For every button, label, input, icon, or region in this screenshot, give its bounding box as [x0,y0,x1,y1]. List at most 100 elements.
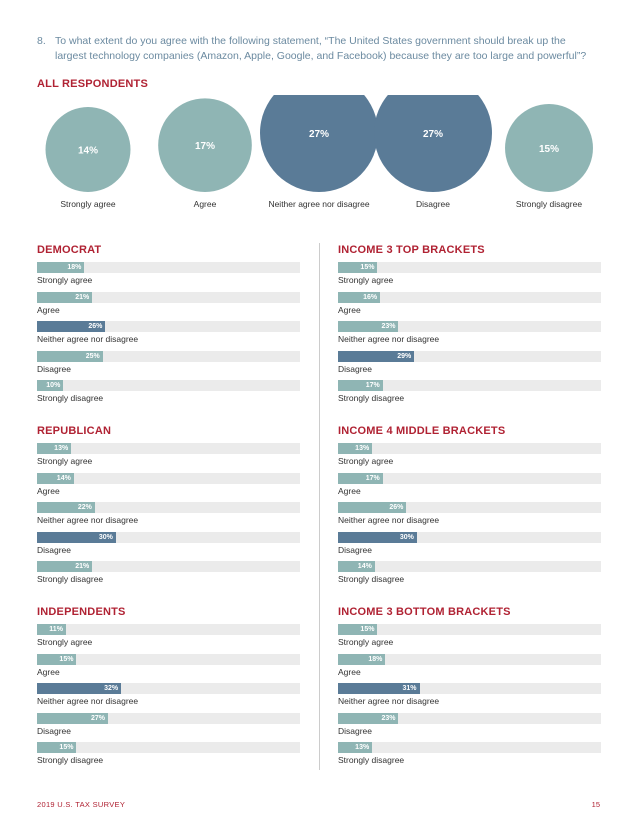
bubble-category-label: Neither agree nor disagree [268,199,369,209]
section-title: INCOME 3 BOTTOM BRACKETS [338,606,511,618]
bar: 14% [338,561,375,572]
section-title: INDEPENDENTS [37,606,126,618]
bar-track: 25% [37,350,300,362]
bubble-value-label: 14% [78,146,98,157]
bubble-category-label: Strongly agree [60,199,116,209]
bar-value-label: 15% [59,655,74,663]
bar-value-label: 15% [360,264,375,271]
bar-track: 14% [338,561,601,572]
bar-value-label: 18% [368,655,383,663]
bar: 22% [37,502,95,513]
bar-row: 26% Neither agree nor disagree [338,498,602,528]
bar: 23% [338,712,399,724]
bar-value-label: 30% [98,533,113,541]
bar-value-label: 31% [402,685,417,692]
bar-track: 26% [338,502,601,513]
bar-value-label: 14% [357,563,372,570]
bar: 29% [338,350,415,362]
bar-row: 32% Neither agree nor disagree [37,679,301,709]
bar-category-label: Neither agree nor disagree [37,334,139,344]
all-respondents-title: ALL RESPONDENTS [37,78,148,90]
bar: 17% [338,472,383,484]
bar: 16% [338,291,381,303]
bar-row: 30% Disagree [37,528,301,558]
question-number: 8. [37,35,46,47]
bar: 18% [37,262,85,273]
bar-value-label: 30% [399,533,414,541]
bar-category-label: Strongly disagree [37,574,104,584]
bar-track: 23% [338,321,601,332]
bar-row: 25% Disagree [37,347,301,377]
bar-value-label: 15% [360,626,375,633]
bar-track: 22% [37,502,300,513]
bar-row: 17% Agree [338,469,602,499]
bar-category-label: Strongly disagree [37,393,104,403]
bar-section-democrat: DEMOCRAT 18% Strongly agree 21% Agree 26% Neit… [37,242,301,406]
bar-value-label: 27% [90,714,105,722]
bar-track: 18% [338,653,601,665]
column-divider [319,243,320,770]
bar-track: 15% [338,624,601,635]
bar-row: 15% Strongly agree [338,258,602,288]
bar: 15% [338,262,378,273]
bar-category-label: Disagree [338,363,373,374]
bar-row: 27% Disagree [37,709,301,739]
bar-section-independents: INDEPENDENTS 11% Strongly agree 15% Agree 32%… [37,604,301,768]
bar: 26% [338,502,407,513]
bar-category-label: Agree [338,666,361,677]
bar-value-label: 32% [104,685,119,692]
bar-track: 29% [338,350,601,362]
bar-category-label: Strongly agree [37,637,93,647]
section-title: INCOME 3 TOP BRACKETS [338,244,485,256]
bar-track: 14% [37,472,300,484]
bar-category-label: Agree [37,304,60,315]
bubble-value-label: 27% [423,129,443,140]
bubble-category-label: Strongly disagree [516,199,582,209]
bar-row: 15% Strongly agree [338,620,602,650]
bar-track: 31% [338,683,601,694]
bar: 25% [37,350,103,362]
bar-row: 29% Disagree [338,347,602,377]
bubble-strongly-disagree [505,104,593,192]
bar: 13% [37,443,72,454]
bar: 10% [37,380,64,391]
bar-category-label: Agree [338,304,361,315]
bar-row: 17% Strongly disagree [338,376,602,406]
bar-track: 18% [37,262,300,273]
bar-row: 21% Strongly disagree [37,557,301,587]
bar-row: 13% Strongly agree [338,439,602,469]
bar-value-label: 23% [381,323,396,330]
bar-track: 26% [37,321,300,332]
bar-row: 26% Neither agree nor disagree [37,317,301,347]
bar-category-label: Strongly disagree [338,574,405,584]
bar-category-label: Neither agree nor disagree [37,696,139,706]
bubble-disagree [374,95,492,192]
bar: 15% [37,653,77,665]
bar: 27% [37,712,108,724]
bar-category-label: Disagree [338,725,373,736]
bar: 26% [37,321,106,332]
bar-category-label: Agree [37,485,60,496]
footer-survey-title: 2019 U.S. TAX SURVEY [37,800,126,809]
bar-track: 15% [338,262,601,273]
bar-track: 30% [338,531,601,543]
bar-category-label: Strongly agree [338,275,394,285]
bar-section-income-3-bottom-brackets: INCOME 3 BOTTOM BRACKETS 15% Strongly agre… [338,604,602,768]
bar: 21% [37,561,93,572]
section-title: INCOME 4 MIDDLE BRACKETS [338,425,506,437]
bar-row: 23% Neither agree nor disagree [338,317,602,347]
bar-row: 31% Neither agree nor disagree [338,679,602,709]
bar-value-label: 26% [389,504,404,511]
bar-category-label: Disagree [37,363,72,374]
bar-category-label: Disagree [338,544,373,555]
bubble-category-label: Agree [194,199,217,209]
bar: 23% [338,321,399,332]
bar-category-label: Neither agree nor disagree [338,515,440,525]
bar: 32% [37,683,122,694]
bar-value-label: 23% [381,714,396,722]
bar-row: 14% Agree [37,469,301,499]
bar-track: 13% [37,443,300,454]
bar: 13% [338,443,373,454]
bar-row: 30% Disagree [338,528,602,558]
bar-value-label: 29% [397,352,412,360]
